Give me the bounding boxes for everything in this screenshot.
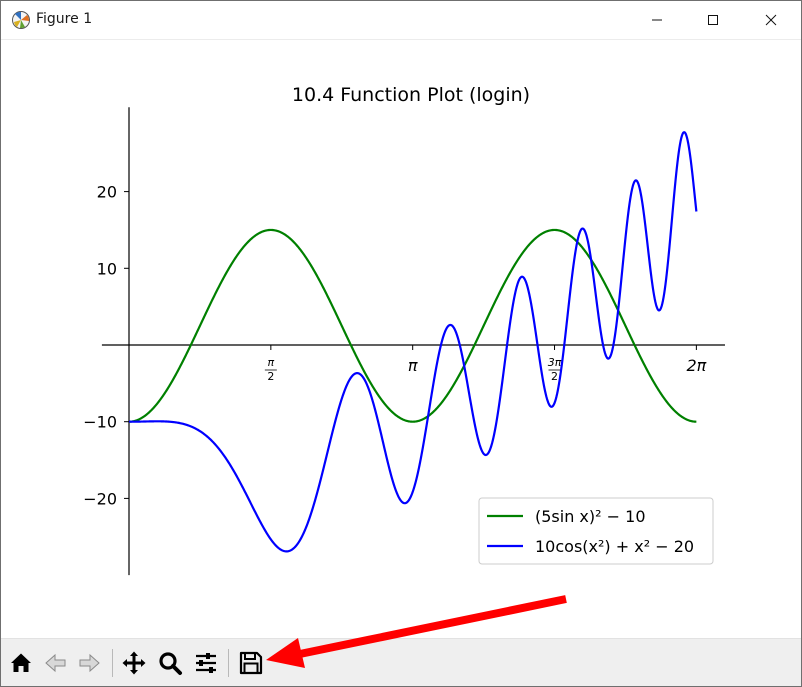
- x-tick-label-numerator: π: [268, 356, 275, 369]
- x-tick-label-denominator: 2: [551, 370, 558, 383]
- close-icon: [765, 14, 777, 26]
- toolbar-separator: [112, 649, 113, 677]
- legend-box: [478, 497, 714, 565]
- window-title: Figure 1: [36, 11, 93, 27]
- back-button[interactable]: [41, 648, 71, 678]
- sliders-icon: [196, 653, 216, 673]
- home-button[interactable]: [6, 648, 36, 678]
- minimize-button[interactable]: [629, 1, 685, 39]
- chart-svg[interactable]: 10.4 Function Plot (login) π2π 3π22π−20−1…: [1, 40, 801, 638]
- back-arrow-icon: [45, 653, 66, 673]
- series-line-1: [128, 228, 697, 423]
- y-tick-label: −10: [83, 413, 117, 432]
- chart-title: 10.4 Function Plot (login): [292, 84, 530, 106]
- x-tick-label: π: [408, 356, 418, 375]
- move-icon: [122, 651, 146, 675]
- y-tick-label: −20: [83, 489, 117, 508]
- title-bar: Figure 1: [1, 1, 801, 40]
- pan-button[interactable]: [119, 648, 149, 678]
- x-tick-label-denominator: 2: [267, 370, 274, 383]
- forward-button[interactable]: [74, 648, 104, 678]
- matplotlib-app-icon: [11, 10, 31, 30]
- forward-arrow-icon: [79, 653, 100, 673]
- navigation-toolbar: [1, 638, 801, 686]
- magnifier-icon: [159, 652, 182, 675]
- configure-subplots-button[interactable]: [191, 648, 221, 678]
- y-tick-label: 20: [97, 183, 117, 202]
- x-tick-label-numerator: 3π: [548, 356, 562, 369]
- zoom-button[interactable]: [155, 648, 185, 678]
- legend-label-1: (5sin x)² − 10: [535, 507, 646, 526]
- figure-canvas[interactable]: 10.4 Function Plot (login) π 2 π 3π 2 2π −20 −1…: [1, 40, 801, 638]
- toolbar-separator: [228, 649, 229, 677]
- close-button[interactable]: [743, 1, 799, 39]
- save-button[interactable]: [236, 648, 266, 678]
- maximize-icon: [708, 15, 718, 25]
- x-tick-label: 2π: [686, 356, 706, 375]
- minimize-icon: [652, 19, 662, 21]
- floppy-disk-icon: [239, 651, 263, 675]
- series-line-2: [128, 131, 698, 553]
- maximize-button[interactable]: [685, 1, 741, 39]
- home-icon: [11, 653, 31, 672]
- legend-label-2: 10cos(x²) + x² − 20: [535, 537, 694, 556]
- y-tick-label: 10: [97, 259, 117, 278]
